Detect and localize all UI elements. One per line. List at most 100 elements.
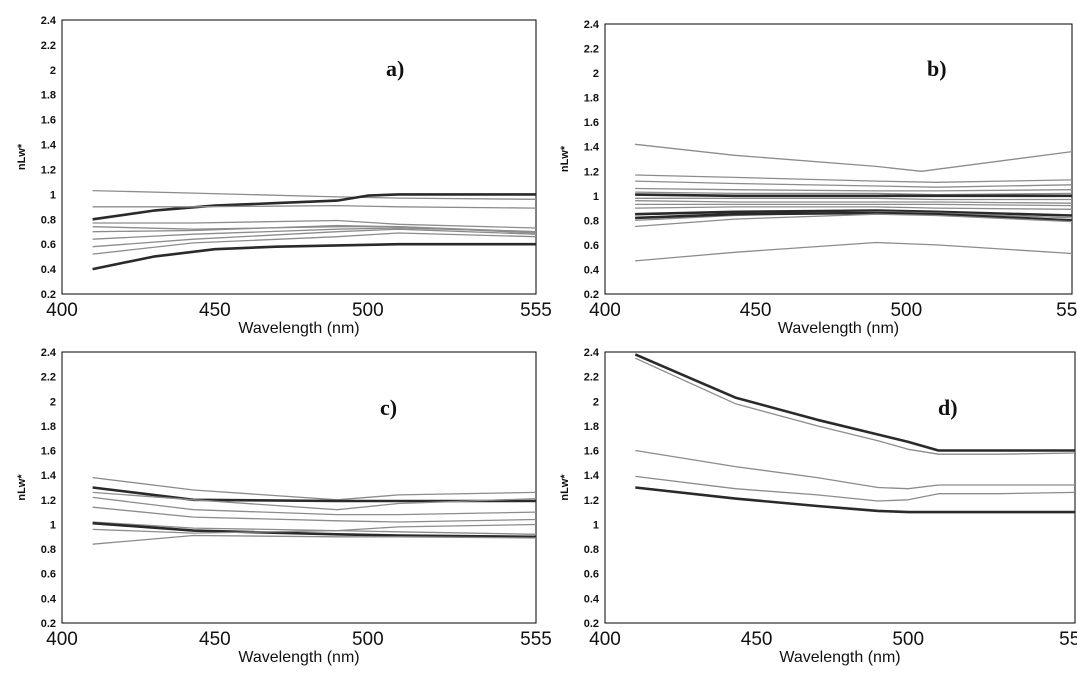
y-tick-label: 1.6 [41, 115, 56, 127]
y-tick-label: 2.2 [41, 40, 56, 52]
x-tick-label: 400 [46, 629, 78, 650]
panel-label: d) [938, 395, 958, 420]
y-tick-label: 2.4 [584, 347, 600, 359]
series-line-15 [635, 241, 1072, 262]
y-tick-label: 2 [593, 68, 599, 80]
series-line-14 [635, 213, 1072, 228]
series-line-5 [635, 191, 1072, 196]
series-line-10 [635, 206, 1072, 210]
series-line-2 [635, 357, 1075, 455]
y-tick-label: 1.4 [584, 470, 600, 482]
series-line-9 [92, 534, 536, 545]
series-line-5 [635, 486, 1075, 514]
series-line-5 [92, 506, 536, 523]
y-tick-label: 2 [50, 65, 56, 77]
plot-frame [604, 351, 1076, 624]
y-tick-label: 0.8 [584, 544, 599, 556]
series-line-7 [92, 227, 536, 240]
series-line-4 [635, 475, 1075, 502]
series-line-7 [92, 521, 536, 539]
plot-frame [61, 19, 537, 295]
y-tick-label: 0.6 [41, 239, 56, 251]
series-line-2 [92, 486, 536, 503]
series-line-4 [635, 187, 1072, 192]
y-tick-label: 0.6 [41, 569, 56, 581]
y-tick-label: 0.2 [584, 618, 599, 630]
y-tick-label: 2 [50, 396, 56, 408]
y-tick-label: 1.6 [584, 117, 599, 129]
y-tick-label: 0.4 [584, 264, 600, 276]
y-tick-label: 1 [50, 189, 56, 201]
y-tick-label: 1.4 [41, 140, 57, 152]
series-line-3 [92, 204, 536, 209]
x-axis-label: Wavelength (nm) [779, 649, 900, 666]
series-group [92, 476, 536, 545]
panel-label: b) [927, 56, 947, 81]
panel-label: c) [380, 395, 397, 420]
y-tick-label: 2 [593, 396, 599, 408]
plot-frame [604, 23, 1073, 295]
series-line-1 [634, 353, 1075, 452]
chart-panel-4: 0.2 0.4 0.6 0.8 1 1.2 1.4 1.6 1.8 2 2.2 2.4 400 450 50… [559, 347, 1077, 666]
y-tick-label: 2.2 [584, 44, 599, 56]
series-line-4 [92, 219, 536, 229]
y-tick-label: 1.2 [584, 495, 599, 507]
y-axis-label: nLw* [559, 145, 571, 172]
x-tick-label: 555 [1059, 629, 1077, 650]
y-tick-label: 0.2 [41, 618, 56, 630]
series-line-6 [635, 193, 1072, 198]
x-axis-label: Wavelength (nm) [778, 320, 899, 337]
y-tick-label: 1.6 [41, 446, 56, 458]
series-line-2 [92, 193, 536, 221]
y-tick-label: 1 [593, 191, 599, 203]
y-axis-label: nLw* [16, 474, 28, 501]
series-line-4 [92, 496, 536, 516]
y-tick-label: 2.4 [41, 15, 57, 27]
y-axis-label: nLw* [559, 474, 571, 501]
y-tick-label: 0.4 [584, 593, 600, 605]
x-tick-label: 400 [46, 300, 78, 321]
series-line-7 [635, 197, 1072, 201]
series-line-3 [635, 449, 1075, 490]
y-tick-label: 0.6 [584, 240, 599, 252]
chart-panel-3: 0.2 0.4 0.6 0.8 1 1.2 1.4 1.6 1.8 2 2.2 2.4 400 450 50… [16, 347, 552, 666]
y-tick-label: 0.2 [584, 289, 599, 301]
y-tick-label: 0.4 [41, 264, 57, 276]
x-tick-label: 400 [589, 300, 621, 321]
y-tick-label: 1.2 [41, 164, 56, 176]
series-line-10 [92, 242, 536, 271]
x-tick-label: 500 [890, 300, 922, 321]
y-tick-label: 2.2 [584, 372, 599, 384]
y-tick-label: 1.4 [584, 142, 600, 154]
x-axis-label: Wavelength (nm) [238, 649, 359, 666]
series-group [635, 143, 1072, 262]
series-line-1 [92, 189, 536, 200]
x-tick-label: 555 [520, 300, 552, 321]
y-tick-label: 1.4 [41, 470, 57, 482]
series-line-13 [635, 211, 1072, 222]
series-line-1 [635, 143, 1072, 172]
x-tick-label: 555 [1056, 300, 1077, 321]
y-tick-label: 1.6 [584, 446, 599, 458]
y-tick-label: 1.2 [41, 495, 56, 507]
y-tick-label: 0.6 [584, 569, 599, 581]
y-tick-label: 0.8 [584, 215, 599, 227]
y-tick-label: 0.4 [41, 593, 57, 605]
y-tick-label: 0.8 [41, 214, 56, 226]
series-group [92, 189, 536, 271]
x-axis-label: Wavelength (nm) [238, 320, 359, 337]
x-tick-label: 555 [520, 629, 552, 650]
y-tick-label: 1.8 [584, 93, 599, 105]
x-tick-label: 500 [352, 300, 384, 321]
y-tick-label: 0.2 [41, 289, 56, 301]
y-tick-label: 1.8 [584, 421, 599, 433]
y-tick-label: 1.8 [41, 421, 56, 433]
panel-label: a) [386, 56, 404, 81]
x-tick-label: 450 [199, 300, 231, 321]
y-tick-label: 2.4 [584, 19, 600, 31]
series-line-9 [635, 203, 1072, 207]
series-line-8 [92, 228, 536, 248]
series-line-11 [635, 209, 1072, 217]
series-group [634, 353, 1075, 514]
